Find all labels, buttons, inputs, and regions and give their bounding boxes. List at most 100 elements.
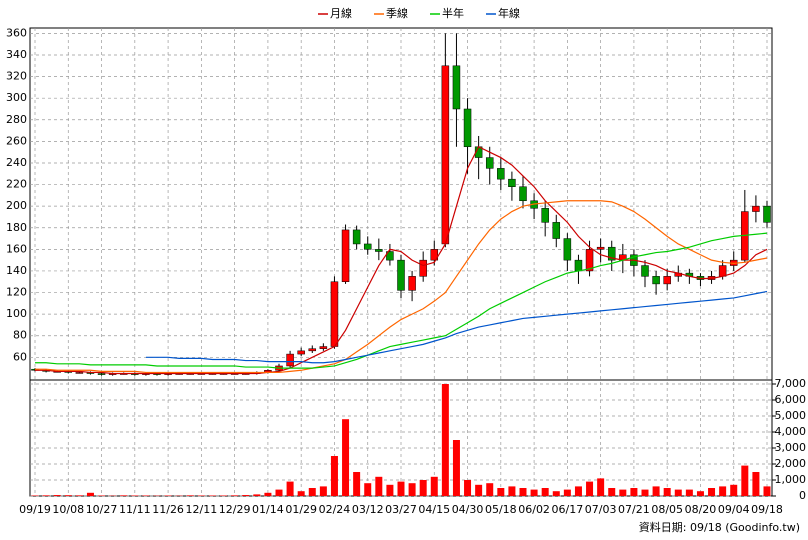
volume-bar xyxy=(563,489,571,496)
x-tick-label: 06/02 xyxy=(518,503,550,516)
x-tick-label: 11/26 xyxy=(152,503,184,516)
volume-bar xyxy=(286,481,294,496)
volume-bar xyxy=(586,481,594,496)
candle-body xyxy=(552,222,561,239)
volume-bar xyxy=(741,465,749,496)
candle-body xyxy=(330,281,339,347)
candle-body xyxy=(308,348,317,352)
volume-bar xyxy=(319,486,327,496)
candle-body xyxy=(430,249,439,261)
candle-body xyxy=(508,178,516,187)
legend-label: 月線 xyxy=(330,6,352,20)
candle-body xyxy=(718,265,727,277)
y-tick-label: 300 xyxy=(6,91,27,104)
x-tick-label: 07/03 xyxy=(585,503,617,516)
candle-body xyxy=(97,373,106,375)
candle-body xyxy=(452,65,461,110)
y-tick-label: 100 xyxy=(6,307,27,320)
volume-bar xyxy=(464,480,472,496)
candle-body xyxy=(397,259,405,291)
candle-body xyxy=(341,229,350,282)
volume-bar xyxy=(353,472,361,496)
volume-bar xyxy=(342,419,350,496)
volume-bar xyxy=(42,495,50,496)
volume-bar xyxy=(86,492,94,496)
volume-bar xyxy=(120,495,128,496)
x-tick-label: 03/27 xyxy=(385,503,417,516)
volume-bar xyxy=(663,488,671,496)
volume-bar xyxy=(475,484,483,496)
legend-label: 年線 xyxy=(498,6,520,20)
volume-bar xyxy=(641,489,649,496)
volume-bar xyxy=(608,488,616,496)
ma-line xyxy=(35,145,768,375)
volume-bar xyxy=(696,491,704,496)
x-tick-label: 11/11 xyxy=(119,503,151,516)
y-tick-label: 360 xyxy=(6,26,27,39)
y2-tick-label: 6,000 xyxy=(775,393,807,406)
x-tick-label: 10/08 xyxy=(52,503,84,516)
y-tick-label: 160 xyxy=(6,242,27,255)
volume-bar xyxy=(64,495,72,496)
candle-body xyxy=(541,208,549,223)
candle-body xyxy=(652,276,660,285)
candle-body xyxy=(563,238,572,261)
volume-bar xyxy=(708,488,716,496)
volume-bar xyxy=(297,491,305,496)
x-tick-label: 08/20 xyxy=(685,503,717,516)
ma-line xyxy=(35,200,768,374)
y-tick-label: 120 xyxy=(6,286,27,299)
y-tick-label: 340 xyxy=(6,48,27,61)
volume-bar xyxy=(630,488,638,496)
volume-bar xyxy=(308,488,316,496)
candle-body xyxy=(386,251,394,261)
y-tick-label: 140 xyxy=(6,264,27,277)
volume-bar xyxy=(719,486,727,496)
volume-bar xyxy=(375,476,383,496)
volume-bar xyxy=(674,489,682,496)
volume-bar xyxy=(752,472,760,496)
volume-bar xyxy=(619,489,627,496)
volume-bar xyxy=(574,486,582,496)
volume-bar xyxy=(53,495,61,496)
x-tick-label: 08/05 xyxy=(651,503,683,516)
candle-body xyxy=(319,346,328,349)
candle-body xyxy=(763,205,771,223)
volume-bar xyxy=(730,484,738,496)
volume-bar xyxy=(419,480,427,496)
y-tick-label: 280 xyxy=(6,113,27,126)
y-tick-label: 180 xyxy=(6,221,27,234)
x-tick-label: 09/04 xyxy=(718,503,750,516)
candle-body xyxy=(585,249,594,272)
candle-body xyxy=(519,186,527,202)
candle-body xyxy=(607,246,616,261)
legend-label: 半年 xyxy=(442,6,464,20)
candle-body xyxy=(75,372,84,374)
x-tick-label: 05/18 xyxy=(485,503,517,516)
candle-body xyxy=(574,259,583,272)
candle-body xyxy=(297,350,305,355)
y-tick-label: 80 xyxy=(13,329,27,342)
volume-bar xyxy=(652,486,660,496)
y-tick-label: 200 xyxy=(6,199,27,212)
volume-bar xyxy=(386,484,394,496)
volume-bar xyxy=(497,488,505,496)
volume-bar xyxy=(552,491,560,496)
volume-bar xyxy=(242,495,250,496)
candle-body xyxy=(286,353,294,367)
volume-bar xyxy=(330,456,338,496)
volume-bar xyxy=(75,495,83,496)
x-tick-label: 09/18 xyxy=(751,503,783,516)
y2-tick-label: 5,000 xyxy=(775,409,807,422)
y-tick-label: 240 xyxy=(6,156,27,169)
volume-bar xyxy=(486,483,494,496)
volume-bar xyxy=(430,476,438,496)
volume-bar xyxy=(441,384,449,496)
ma-line xyxy=(145,290,768,364)
y-tick-label: 260 xyxy=(6,134,27,147)
volume-bar xyxy=(541,488,549,496)
x-tick-label: 12/29 xyxy=(219,503,251,516)
candle-body xyxy=(375,249,383,252)
x-tick-label: 07/21 xyxy=(618,503,650,516)
